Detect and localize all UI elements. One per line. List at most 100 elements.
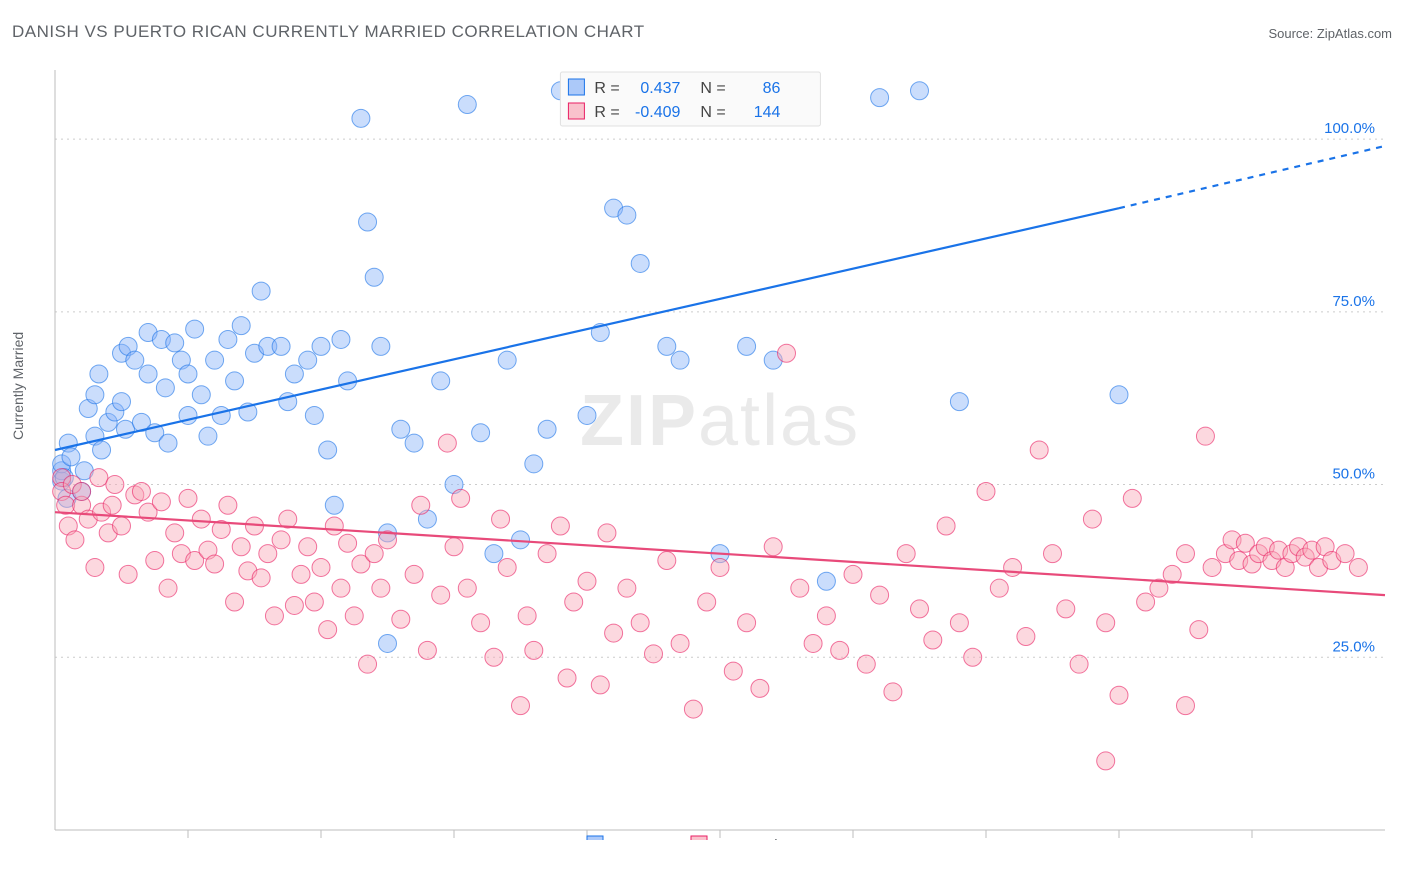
data-point-danes [658, 337, 676, 355]
data-point-puerto_ricans [598, 524, 616, 542]
data-point-puerto_ricans [103, 496, 121, 514]
data-point-puerto_ricans [831, 641, 849, 659]
data-point-danes [485, 545, 503, 563]
data-point-puerto_ricans [884, 683, 902, 701]
data-point-puerto_ricans [618, 579, 636, 597]
data-point-danes [62, 448, 80, 466]
data-point-puerto_ricans [990, 579, 1008, 597]
data-point-puerto_ricans [452, 489, 470, 507]
data-point-puerto_ricans [418, 641, 436, 659]
data-point-puerto_ricans [1004, 558, 1022, 576]
data-point-danes [226, 372, 244, 390]
data-point-puerto_ricans [106, 476, 124, 494]
data-point-puerto_ricans [432, 586, 450, 604]
y-axis-label: Currently Married [10, 332, 26, 440]
stats-n-label: N = [700, 104, 725, 121]
y-tick-label: 75.0% [1332, 293, 1375, 310]
stats-n-value-danes: 86 [763, 80, 781, 97]
data-point-puerto_ricans [1336, 545, 1354, 563]
data-point-danes [738, 337, 756, 355]
data-point-danes [339, 372, 357, 390]
data-point-puerto_ricans [252, 569, 270, 587]
data-point-danes [319, 441, 337, 459]
data-point-puerto_ricans [325, 517, 343, 535]
data-point-puerto_ricans [1137, 593, 1155, 611]
data-point-puerto_ricans [751, 679, 769, 697]
data-point-puerto_ricans [724, 662, 742, 680]
data-point-puerto_ricans [192, 510, 210, 528]
data-point-puerto_ricans [698, 593, 716, 611]
data-point-puerto_ricans [551, 517, 569, 535]
data-point-danes [950, 393, 968, 411]
data-point-puerto_ricans [1123, 489, 1141, 507]
stats-r-value-danes: 0.437 [640, 80, 680, 97]
data-point-puerto_ricans [438, 434, 456, 452]
data-point-puerto_ricans [857, 655, 875, 673]
data-point-puerto_ricans [179, 489, 197, 507]
data-point-puerto_ricans [206, 555, 224, 573]
stats-swatch-danes [568, 79, 584, 95]
data-point-puerto_ricans [319, 621, 337, 639]
y-tick-label: 25.0% [1332, 638, 1375, 655]
data-point-puerto_ricans [259, 545, 277, 563]
data-point-danes [332, 330, 350, 348]
data-point-danes [631, 254, 649, 272]
source-label: Source: ZipAtlas.com [1268, 26, 1392, 41]
data-point-puerto_ricans [817, 607, 835, 625]
data-point-puerto_ricans [132, 482, 150, 500]
data-point-puerto_ricans [950, 614, 968, 632]
data-point-puerto_ricans [312, 558, 330, 576]
data-point-puerto_ricans [658, 552, 676, 570]
data-point-danes [192, 386, 210, 404]
data-point-danes [379, 634, 397, 652]
data-point-puerto_ricans [1110, 686, 1128, 704]
data-point-puerto_ricans [272, 531, 290, 549]
data-point-danes [159, 434, 177, 452]
data-point-puerto_ricans [791, 579, 809, 597]
data-point-puerto_ricans [684, 700, 702, 718]
data-point-danes [392, 420, 410, 438]
data-point-puerto_ricans [804, 634, 822, 652]
data-point-puerto_ricans [937, 517, 955, 535]
data-point-danes [359, 213, 377, 231]
data-point-puerto_ricans [1097, 752, 1115, 770]
data-point-puerto_ricans [844, 565, 862, 583]
data-point-puerto_ricans [738, 614, 756, 632]
data-point-puerto_ricans [977, 482, 995, 500]
data-point-puerto_ricans [498, 558, 516, 576]
data-point-danes [166, 334, 184, 352]
data-point-puerto_ricans [359, 655, 377, 673]
data-point-puerto_ricans [113, 517, 131, 535]
data-point-danes [93, 441, 111, 459]
data-point-puerto_ricans [458, 579, 476, 597]
data-point-puerto_ricans [152, 493, 170, 511]
stats-r-label: R = [594, 80, 619, 97]
data-point-puerto_ricans [1196, 427, 1214, 445]
data-point-puerto_ricans [924, 631, 942, 649]
data-point-puerto_ricans [764, 538, 782, 556]
data-point-puerto_ricans [1349, 558, 1367, 576]
stats-n-label: N = [700, 80, 725, 97]
data-point-puerto_ricans [305, 593, 323, 611]
data-point-puerto_ricans [1083, 510, 1101, 528]
data-point-danes [352, 109, 370, 127]
data-point-danes [1110, 386, 1128, 404]
data-point-puerto_ricans [405, 565, 423, 583]
data-point-puerto_ricans [392, 610, 410, 628]
data-point-danes [618, 206, 636, 224]
data-point-puerto_ricans [292, 565, 310, 583]
stats-r-value-puerto_ricans: -0.409 [635, 104, 680, 121]
data-point-puerto_ricans [1057, 600, 1075, 618]
data-point-puerto_ricans [1017, 628, 1035, 646]
data-point-puerto_ricans [525, 641, 543, 659]
data-point-puerto_ricans [445, 538, 463, 556]
data-point-puerto_ricans [897, 545, 915, 563]
data-point-puerto_ricans [86, 558, 104, 576]
correlation-chart: 25.0%50.0%75.0%100.0%0.0%100.0%R =0.437N… [45, 60, 1395, 840]
data-point-danes [458, 96, 476, 114]
data-point-puerto_ricans [558, 669, 576, 687]
data-point-puerto_ricans [412, 496, 430, 514]
data-point-danes [219, 330, 237, 348]
data-point-danes [232, 317, 250, 335]
data-point-danes [299, 351, 317, 369]
